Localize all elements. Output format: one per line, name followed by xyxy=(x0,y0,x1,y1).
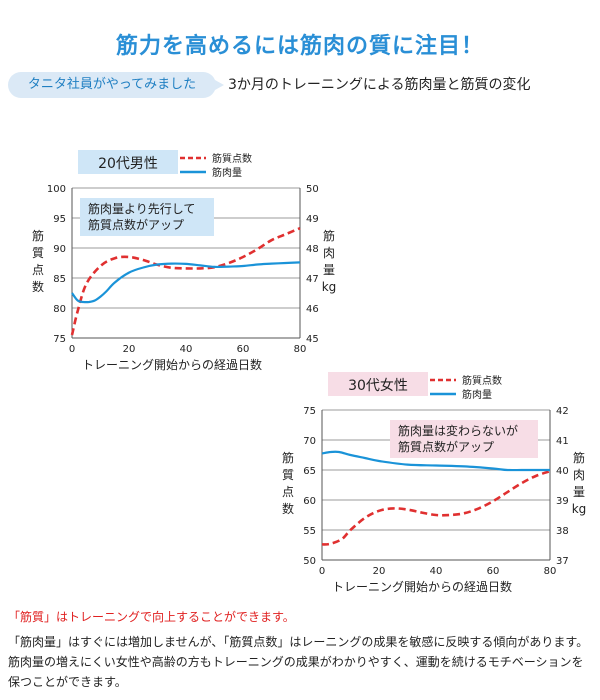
group-label-box xyxy=(328,372,428,396)
x-axis-label: トレーニング開始からの経過日数 xyxy=(332,579,512,594)
group-label: 20代男性 xyxy=(98,156,158,172)
x-tick-label: 60 xyxy=(237,344,250,355)
y-left-tick-label: 60 xyxy=(303,496,316,507)
x-tick-label: 80 xyxy=(544,566,557,577)
y-left-tick-label: 95 xyxy=(53,214,66,225)
annotation-box xyxy=(390,420,538,458)
y-left-axis-label: 点 xyxy=(32,263,44,277)
y-left-tick-label: 90 xyxy=(53,244,66,255)
y-right-tick-label: 40 xyxy=(556,466,569,477)
x-tick-label: 60 xyxy=(487,566,500,577)
x-tick-label: 80 xyxy=(294,344,307,355)
annotation-text: 筋質点数がアップ xyxy=(398,439,494,454)
y-left-tick-label: 70 xyxy=(303,436,316,447)
y-right-tick-label: 46 xyxy=(306,304,319,315)
y-right-tick-label: 45 xyxy=(306,334,319,345)
y-right-tick-label: 41 xyxy=(556,436,569,447)
y-right-tick-label: 38 xyxy=(556,526,569,537)
y-right-axis-label: 量 xyxy=(573,485,585,499)
y-left-axis-label: 数 xyxy=(282,501,294,516)
y-left-tick-label: 75 xyxy=(303,406,316,417)
x-axis-label: トレーニング開始からの経過日数 xyxy=(82,357,262,372)
annotation-text: 筋肉量は変わらないが xyxy=(398,423,518,438)
group-label-box xyxy=(78,150,178,174)
y-left-tick-label: 80 xyxy=(53,304,66,315)
y-right-axis-label: 肉 xyxy=(323,246,335,260)
annotation-text: 筋質点数がアップ xyxy=(88,217,184,232)
y-right-axis-label: 肉 xyxy=(573,468,585,482)
y-left-axis-label: 質 xyxy=(282,467,294,482)
annotation-text: 筋肉量より先行して xyxy=(88,201,195,216)
footnote-body: 「筋肉量」はすぐには増加しませんが、「筋質点数」はレーニングの成果を敏感に反映す… xyxy=(8,635,589,689)
x-tick-label: 40 xyxy=(180,344,193,355)
x-tick-label: 20 xyxy=(123,344,136,355)
page-subtitle: 3か月のトレーニングによる筋肉量と筋質の変化 xyxy=(228,77,531,93)
y-left-axis-label: 筋 xyxy=(282,450,294,465)
y-left-tick-label: 85 xyxy=(53,274,66,285)
annotation-box xyxy=(80,198,214,236)
y-right-axis-label: 筋 xyxy=(573,450,585,465)
y-right-tick-label: 42 xyxy=(556,406,569,417)
y-right-tick-label: 39 xyxy=(556,496,569,507)
y-right-axis-label: kg xyxy=(322,280,337,294)
y-right-axis-label: kg xyxy=(572,502,587,516)
y-left-axis-label: 点 xyxy=(282,485,294,499)
series-line-1 xyxy=(71,261,301,304)
x-tick-label: 40 xyxy=(430,566,443,577)
series-line-0 xyxy=(321,469,551,546)
footnote-highlight: 「筋質」はトレーニングで向上することができます。 xyxy=(8,610,295,624)
y-right-tick-label: 37 xyxy=(556,556,569,567)
x-tick-label: 0 xyxy=(319,566,325,577)
legend-label-1: 筋肉量 xyxy=(462,388,492,401)
y-left-tick-label: 100 xyxy=(47,184,66,195)
y-left-axis-label: 筋 xyxy=(32,228,44,243)
legend-label-0: 筋質点数 xyxy=(462,374,502,387)
series-line-0 xyxy=(70,227,301,336)
x-tick-label: 0 xyxy=(69,344,75,355)
y-right-tick-label: 47 xyxy=(306,274,319,285)
group-label: 30代女性 xyxy=(348,377,408,394)
y-left-tick-label: 65 xyxy=(303,466,316,477)
y-left-tick-label: 55 xyxy=(303,526,316,537)
y-right-tick-label: 48 xyxy=(306,244,319,255)
legend-label-1: 筋肉量 xyxy=(212,166,242,179)
y-left-axis-label: 数 xyxy=(32,279,44,294)
y-right-axis-label: 量 xyxy=(323,263,335,277)
legend-label-0: 筋質点数 xyxy=(212,152,252,165)
y-right-axis-label: 筋 xyxy=(323,228,335,243)
y-left-tick-label: 75 xyxy=(53,334,66,345)
series-line-1 xyxy=(321,450,550,472)
x-tick-label: 20 xyxy=(373,566,386,577)
y-left-axis-label: 質 xyxy=(32,245,44,260)
y-left-tick-label: 50 xyxy=(303,556,316,567)
page-title: 筋力を高めるには筋肉の質に注目！ xyxy=(115,34,484,59)
badge-tag: タニタ社員がやってみました xyxy=(8,72,224,98)
y-right-tick-label: 49 xyxy=(306,214,319,225)
y-right-tick-label: 50 xyxy=(306,184,319,195)
